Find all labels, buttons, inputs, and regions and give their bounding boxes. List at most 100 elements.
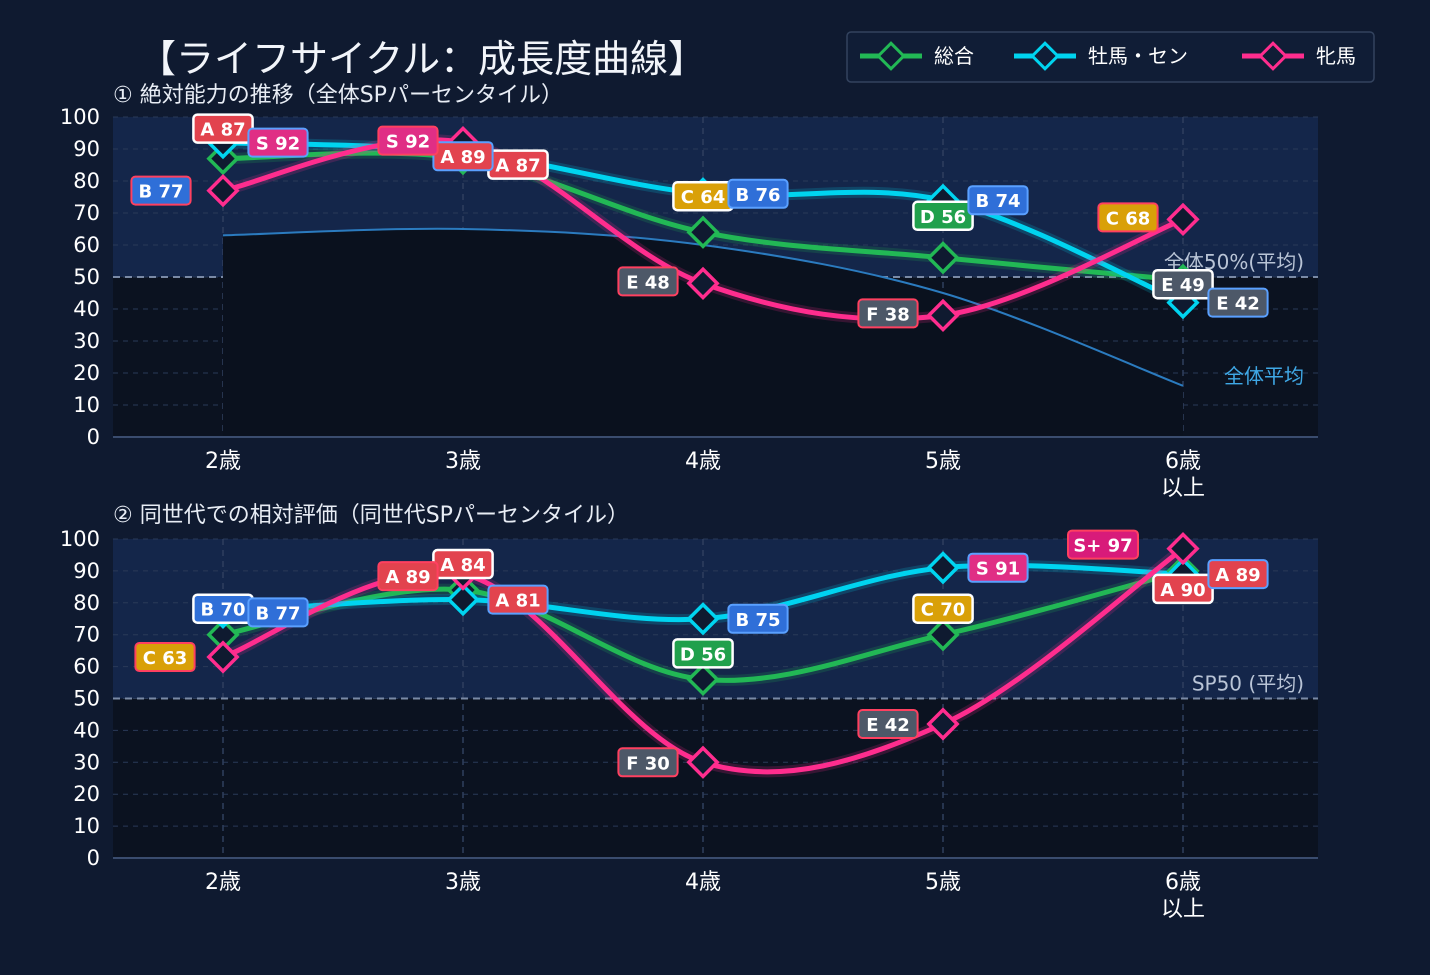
y-tick-label: 90	[73, 137, 100, 161]
y-tick-label: 100	[60, 105, 100, 129]
value-label: A 90	[1152, 573, 1214, 605]
value-label-box	[377, 125, 439, 156]
data-point	[686, 745, 720, 779]
legend-marker	[1030, 41, 1060, 71]
value-label: D 56	[672, 638, 734, 669]
value-label-text: F 30	[626, 753, 670, 774]
value-label-text: A 87	[200, 120, 245, 141]
data-point	[1166, 531, 1200, 566]
value-label: S 92	[247, 127, 309, 158]
value-label: A 89	[432, 141, 494, 172]
x-tick-line: 2歳	[205, 449, 241, 474]
value-label-text: A 81	[495, 591, 540, 612]
average-area	[223, 228, 1183, 437]
x-tick-label: 2歳	[205, 449, 241, 474]
value-label: D 56	[912, 200, 974, 232]
legend: 総合 牡馬・セン 牝馬	[846, 31, 1375, 83]
value-label-text: E 42	[866, 715, 910, 736]
data-point	[926, 298, 960, 333]
panel-relative: ② 同世代での相対評価（同世代SPパーセンタイル） 0 10 20 30 40 50 60 70…	[60, 503, 1318, 922]
value-label-text: S 91	[976, 559, 1020, 580]
data-point	[926, 241, 960, 275]
value-label-box	[727, 603, 789, 634]
value-label-text: C 64	[681, 187, 726, 208]
data-point	[686, 602, 720, 636]
x-tick-label: 4歳	[685, 449, 721, 474]
legend-marker	[1258, 41, 1288, 71]
legend-label: 総合	[934, 44, 974, 68]
value-label-text: B 77	[255, 603, 300, 624]
data-point	[926, 707, 960, 741]
value-label: B 77	[247, 597, 309, 628]
value-label-text: S 92	[256, 134, 300, 155]
x-tick-line: 以上	[1161, 476, 1205, 501]
chart-title: 【ライフサイクル：成長度曲線】	[138, 37, 706, 81]
value-label-box	[1067, 529, 1139, 560]
value-label: A 87	[192, 113, 254, 144]
y-tick-label: 50	[73, 265, 100, 289]
value-label-box	[617, 266, 679, 297]
value-label-box	[1152, 268, 1214, 300]
value-label-text: B 75	[735, 610, 780, 631]
value-label-text: F 38	[866, 304, 910, 325]
value-label: E 42	[1207, 287, 1269, 318]
x-tick-line: 6歳	[1165, 449, 1201, 474]
legend-item-1: 牡馬・セン	[1014, 41, 1188, 71]
y-tick-label: 0	[87, 846, 100, 870]
value-label: F 30	[617, 747, 679, 778]
value-label: C 64	[672, 180, 734, 212]
value-label-text: B 76	[735, 185, 780, 206]
x-tick-line: 5歳	[925, 449, 961, 474]
value-label-box	[727, 178, 789, 209]
value-label-text: S+ 97	[1073, 536, 1132, 557]
value-label-text: E 42	[1216, 294, 1260, 315]
x-tick-line: 4歳	[685, 449, 721, 474]
y-tick-label: 70	[73, 201, 100, 225]
value-label: E 42	[857, 709, 919, 740]
value-label-text: D 56	[680, 644, 726, 665]
data-point	[206, 640, 240, 674]
legend-marker	[876, 41, 906, 71]
y-tick-label: 10	[73, 393, 100, 417]
data-point	[686, 215, 720, 249]
value-label: S 91	[967, 552, 1029, 583]
value-label-box	[967, 552, 1029, 583]
value-label-text: A 89	[440, 147, 485, 168]
value-label: A 89	[377, 561, 439, 592]
y-tick-label: 40	[73, 297, 100, 321]
y-tick-label: 20	[73, 782, 100, 806]
data-point	[1166, 202, 1200, 237]
value-label-text: A 87	[495, 156, 540, 177]
value-label: B 75	[727, 603, 789, 634]
x-tick-line: 2歳	[205, 870, 241, 895]
value-label-text: C 70	[921, 600, 966, 621]
value-label-box	[857, 709, 919, 740]
value-label: C 70	[912, 593, 974, 624]
average-label: 全体平均	[1224, 364, 1304, 388]
value-label-text: C 68	[1106, 208, 1151, 229]
value-label: B 76	[727, 178, 789, 209]
value-label: S 92	[377, 125, 439, 156]
value-label-box	[134, 642, 196, 673]
y-tick-label: 60	[73, 655, 100, 679]
value-label-box	[247, 597, 309, 628]
value-label-box	[1207, 287, 1269, 318]
value-label: C 63	[134, 642, 196, 673]
value-label-text: A 84	[440, 555, 485, 576]
x-tick-label: 5歳	[925, 870, 961, 895]
y-tick-label: 70	[73, 623, 100, 647]
value-label: A 87	[487, 149, 549, 180]
legend-label: 牝馬	[1316, 44, 1356, 68]
x-tick-label: 3歳	[445, 870, 481, 895]
y-tick-label: 30	[73, 329, 100, 353]
legend-box	[846, 31, 1375, 83]
value-label-box	[912, 200, 974, 232]
value-label-box	[857, 298, 919, 329]
y-tick-label: 80	[73, 591, 100, 615]
data-point	[206, 173, 240, 208]
value-label-box	[487, 584, 549, 615]
y-tick-label: 100	[60, 527, 100, 551]
data-point	[206, 618, 240, 652]
value-label-text: B 74	[975, 191, 1020, 212]
